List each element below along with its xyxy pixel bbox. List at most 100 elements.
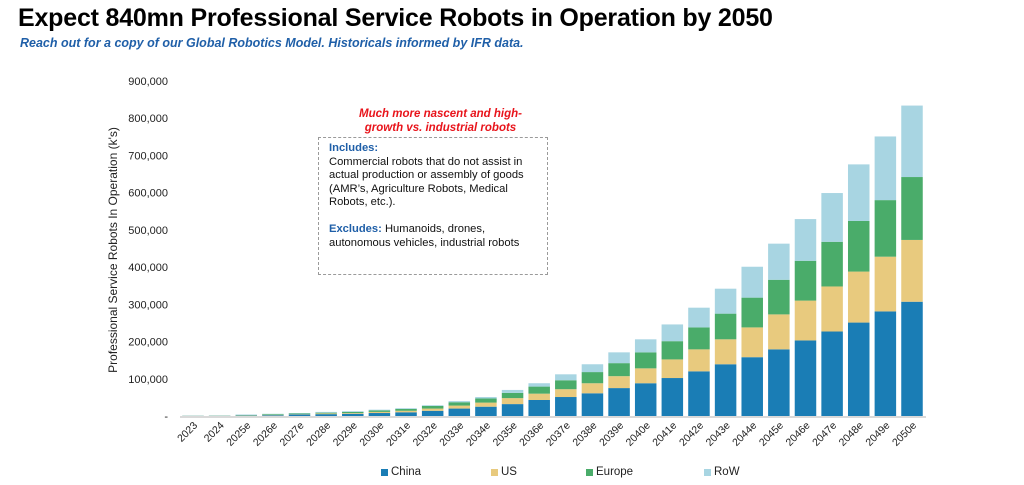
- x-tick-label: 2041e: [650, 420, 679, 449]
- bar-stack-2030e: [368, 409, 391, 416]
- bar-stack-2028e: [315, 411, 337, 416]
- legend-label-us: US: [501, 466, 517, 478]
- bar-segment-china-2042e: [688, 371, 710, 416]
- y-tick-label: 200,000: [128, 337, 168, 349]
- bar-segment-us-2048e: [847, 271, 870, 323]
- bar-segment-europe-2041e: [661, 341, 684, 360]
- bar-stack-2047e: [821, 193, 843, 416]
- excludes-paragraph: Excludes: Humanoids, drones, autonomous …: [329, 223, 541, 250]
- bar-segment-china-2040e: [634, 383, 657, 416]
- bar-stack-2048e: [847, 164, 870, 416]
- bar-segment-row-2030e: [368, 409, 391, 411]
- bar-stack-2024: [208, 415, 231, 416]
- bar-stack-2036e: [528, 383, 550, 416]
- bar-stack-2038e: [581, 364, 604, 416]
- bar-segment-europe-2042e: [688, 327, 710, 350]
- bar-segment-row-2028e: [315, 411, 337, 413]
- bar-stack-2050e: [901, 105, 923, 416]
- bar-segment-us-2046e: [794, 300, 817, 341]
- callout-headline: Much more nascent and high- growth vs. i…: [318, 107, 563, 135]
- bar-segment-china-2035e: [501, 404, 524, 416]
- bar-segment-row-2043e: [714, 288, 737, 314]
- y-tick-label: 500,000: [128, 225, 168, 237]
- bar-segment-row-2029e: [342, 411, 364, 412]
- includes-label: Includes:: [329, 142, 379, 154]
- bar-segment-europe-2027e: [288, 413, 311, 415]
- bar-segment-europe-2044e: [741, 297, 763, 328]
- bar-segment-us-2029e: [342, 413, 364, 414]
- bar-stack-2049e: [874, 136, 897, 416]
- bar-segment-europe-2049e: [874, 200, 897, 257]
- bar-segment-europe-2034e: [475, 398, 497, 403]
- y-axis-ticks: - 100,000 200,000 300,000 400,000 500,000 600,…: [128, 76, 168, 423]
- bar-stack-2046e: [794, 219, 817, 416]
- bar-segment-us-2045e: [768, 314, 790, 350]
- bar-segment-us-2030e: [368, 411, 391, 414]
- bar-segment-china-2047e: [821, 331, 843, 416]
- bar-segment-china-2026e: [262, 415, 284, 416]
- x-tick-label: 2034e: [464, 420, 493, 449]
- bar-segment-us-2034e: [475, 402, 497, 407]
- y-tick-label: 400,000: [128, 262, 168, 274]
- x-axis-ticks: 2023 20242025e2026e2027e2028e2029e2030e20…: [175, 420, 919, 449]
- bar-stack-2043e: [714, 288, 737, 416]
- bar-segment-china-2037e: [555, 397, 577, 416]
- bar-segment-us-2033e: [448, 405, 471, 409]
- bar-segment-us-2028e: [315, 413, 337, 415]
- bar-segment-europe-2039e: [608, 363, 630, 377]
- bar-segment-europe-2032e: [421, 405, 444, 409]
- legend-swatch-us: [491, 468, 498, 476]
- x-tick-label: 2028e: [304, 420, 333, 449]
- x-tick-label: 2029e: [331, 420, 360, 449]
- bar-segment-row-2045e: [768, 243, 790, 280]
- bar-segment-china-2043e: [714, 364, 737, 416]
- bar-segment-row-2048e: [847, 164, 870, 221]
- includes-text: Commercial robots that do not assist in …: [329, 155, 524, 209]
- bar-segment-row-2034e: [475, 397, 497, 399]
- bar-stack-2045e: [768, 243, 790, 416]
- bar-segment-row-2031e: [395, 408, 417, 409]
- y-axis-label: Professional Service Robots In Operation…: [106, 127, 120, 373]
- x-tick-label: 2040e: [624, 420, 653, 449]
- y-tick-label: 600,000: [128, 188, 168, 200]
- bar-stack-2031e: [395, 408, 417, 416]
- bar-segment-row-2047e: [821, 193, 843, 242]
- bar-segment-row-2035e: [501, 389, 524, 393]
- bar-segment-us-2044e: [741, 327, 763, 358]
- bar-segment-row-2025e: [235, 414, 258, 416]
- excludes-label: Excludes:: [329, 222, 382, 235]
- bar-segment-row-2041e: [661, 324, 684, 342]
- bar-segment-us-2037e: [555, 389, 577, 398]
- bar-segment-us-2038e: [581, 383, 604, 394]
- x-tick-label: 2037e: [544, 420, 573, 449]
- bar-segment-europe-2036e: [528, 386, 550, 394]
- bar-stack-2026e: [262, 413, 284, 416]
- bar-segment-china-2038e: [581, 393, 604, 416]
- bar-segment-china-2039e: [608, 388, 630, 416]
- bar-segment-row-2050e: [901, 105, 923, 178]
- chart-legend: China US Europe RoW: [0, 466, 1024, 482]
- y-tick-label: 700,000: [128, 150, 168, 162]
- bar-segment-china-2041e: [661, 378, 684, 416]
- bar-stack-2032e: [421, 405, 444, 416]
- bar-segment-china-2044e: [741, 357, 763, 416]
- bar-segment-row-2049e: [874, 136, 897, 201]
- page-title: Expect 840mn Professional Service Robots…: [18, 4, 773, 32]
- x-tick-label: 2049e: [863, 420, 892, 449]
- x-tick-label: 2026e: [251, 420, 280, 449]
- bar-segment-row-2037e: [555, 374, 577, 381]
- bar-segment-europe-2048e: [847, 220, 870, 272]
- bar-segment-us-2031e: [395, 410, 417, 413]
- excludes-text: Humanoids, drones, autonomous vehicles, …: [329, 222, 520, 249]
- bar-segment-us-2040e: [634, 368, 657, 384]
- bar-segment-china-2027e: [288, 414, 311, 416]
- y-tick-label: 900,000: [128, 76, 168, 88]
- bar-segment-europe-2028e: [315, 412, 337, 414]
- bar-segment-europe-2046e: [794, 260, 817, 301]
- bar-stack-2042e: [688, 307, 710, 416]
- bar-segment-us-2047e: [821, 286, 843, 332]
- callout-headline-line2: growth vs. industrial robots: [364, 122, 517, 134]
- bar-segment-europe-2026e: [262, 414, 284, 415]
- bar-segment-china-2045e: [768, 349, 790, 416]
- bar-segment-china-2049e: [874, 311, 897, 416]
